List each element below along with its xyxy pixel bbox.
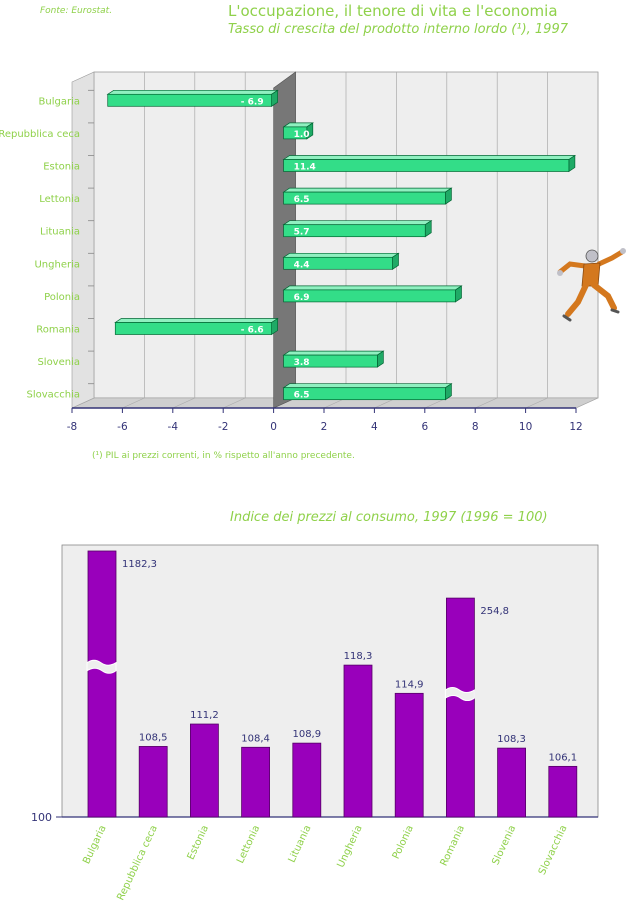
cpi-baseline-label: 100 — [31, 811, 52, 824]
gdp-bar-value-label: 5.7 — [294, 228, 310, 238]
gdp-bar-value-label: 3.8 — [294, 358, 310, 368]
gdp-category-label: Polonia — [44, 292, 80, 303]
cpi-bar-value-label: 108,3 — [497, 734, 526, 745]
gdp-chart-title: Tasso di crescita del prodotto interno l… — [228, 22, 568, 37]
gdp-floor-gridline — [525, 397, 548, 409]
gdp-bar-bulgaria — [106, 89, 279, 107]
gdp-x-tick-label: 6 — [421, 421, 428, 433]
gdp-category-label: Bulgaria — [39, 96, 80, 107]
gdp-x-tick-label: 4 — [371, 421, 378, 433]
gdp-bar-value-label: 1.0 — [294, 130, 310, 140]
cpi-bar-value-label: 254,8 — [480, 606, 509, 617]
cpi-category-label: Ungheria — [336, 824, 365, 870]
gdp-bar-estonia — [282, 154, 577, 173]
cpi-category-label: Repubblica ceca — [115, 824, 159, 903]
cpi-bar-value-label: 108,4 — [241, 733, 270, 744]
cpi-category-label: Slovenia — [490, 824, 518, 867]
gdp-bar-value-label: 4.4 — [294, 260, 310, 270]
gdp-x-tick-label: -2 — [218, 421, 228, 433]
gdp-chart-footnote: (¹) PIL ai prezzi correnti, in % rispett… — [92, 451, 355, 461]
cpi-category-label: Slovacchia — [537, 824, 570, 877]
cpi-bar-slovacchia — [548, 765, 578, 818]
gdp-bar-lettonia — [282, 187, 453, 205]
gdp-bar-repubblica-ceca — [282, 122, 314, 140]
gdp-floor-gridline — [122, 397, 145, 409]
cpi-bar-value-label: 111,2 — [190, 710, 219, 721]
cpi-bar-value-label: 108,9 — [292, 729, 321, 740]
gdp-category-label: Lituania — [40, 227, 80, 238]
gdp-bar-value-label: 11.4 — [294, 163, 316, 173]
gdp-floor-gridline — [223, 397, 246, 409]
gdp-category-label: Slovacchia — [26, 390, 80, 401]
gdp-bar-romania — [114, 317, 279, 336]
gdp-bar-value-label: 6.5 — [294, 195, 310, 205]
cpi-category-label: Polonia — [391, 824, 416, 861]
gdp-bar-slovenia — [282, 350, 385, 368]
gdp-floor-gridline — [172, 397, 195, 409]
cpi-category-label: Romania — [439, 824, 467, 868]
gdp-x-tick-label: -4 — [168, 421, 179, 433]
gdp-category-label: Slovenia — [37, 357, 80, 368]
gdp-bar-lituania — [282, 220, 433, 238]
gdp-x-tick-label: 2 — [321, 421, 328, 433]
gdp-category-label: Romania — [36, 325, 80, 336]
cpi-bar-bulgaria — [86, 550, 117, 818]
running-man-icon — [557, 248, 626, 322]
gdp-bar-ungheria — [282, 252, 400, 270]
gdp-x-tick-label: 0 — [270, 421, 277, 433]
gdp-x-tick-label: 10 — [519, 421, 532, 433]
gdp-bar-value-label: - 6.9 — [241, 97, 264, 107]
gdp-x-tick-label: 12 — [569, 421, 582, 433]
cpi-bar-value-label: 108,5 — [139, 732, 168, 743]
cpi-bar-value-label: 118,3 — [344, 651, 373, 662]
gdp-category-label: Estonia — [43, 162, 80, 173]
cpi-bar-lituania — [292, 742, 322, 818]
gdp-category-label: Ungheria — [34, 259, 80, 270]
cpi-bar-value-label: 1182,3 — [122, 559, 157, 570]
gdp-category-label: Lettonia — [39, 194, 80, 205]
cpi-bar-ungheria — [343, 664, 373, 818]
gdp-bar-value-label: 6.9 — [294, 293, 310, 303]
cpi-axis-break — [86, 659, 117, 674]
cpi-category-label: Lettonia — [235, 824, 262, 866]
gdp-x-tick-label: -8 — [67, 421, 77, 433]
cpi-category-label: Lituania — [287, 824, 314, 865]
gdp-category-label: Repubblica ceca — [0, 129, 80, 140]
gdp-floor-gridline — [575, 397, 599, 409]
source-note: Fonte: Eurostat. — [40, 6, 113, 16]
cpi-category-label: Bulgaria — [81, 824, 109, 866]
cpi-bar-estonia — [189, 723, 219, 818]
gdp-bar-polonia — [282, 285, 463, 303]
gdp-x-tick-label: -6 — [117, 421, 128, 433]
gdp-bar-value-label: 6.5 — [294, 391, 310, 401]
page-title: L'occupazione, il tenore di vita e l'eco… — [228, 2, 558, 20]
cpi-bar-slovenia — [497, 747, 527, 818]
gdp-bar-value-label: - 6.6 — [241, 326, 264, 336]
cpi-bar-romania — [444, 597, 475, 818]
gdp-floor-gridline — [475, 397, 498, 409]
cpi-bar-repubblica-ceca — [138, 746, 168, 818]
gdp-bar-slovacchia — [282, 383, 453, 401]
cpi-axis-break — [444, 687, 475, 702]
cpi-chart-title: Indice dei prezzi al consumo, 1997 (1996… — [230, 510, 548, 525]
cpi-bar-value-label: 114,9 — [395, 679, 424, 690]
gdp-floor-gridline — [71, 397, 95, 409]
cpi-bar-polonia — [394, 692, 424, 818]
cpi-category-label: Estonia — [186, 824, 212, 862]
cpi-bar-lettonia — [241, 746, 271, 818]
cpi-bar-value-label: 106,1 — [548, 752, 577, 763]
gdp-x-tick-label: 8 — [472, 421, 479, 433]
